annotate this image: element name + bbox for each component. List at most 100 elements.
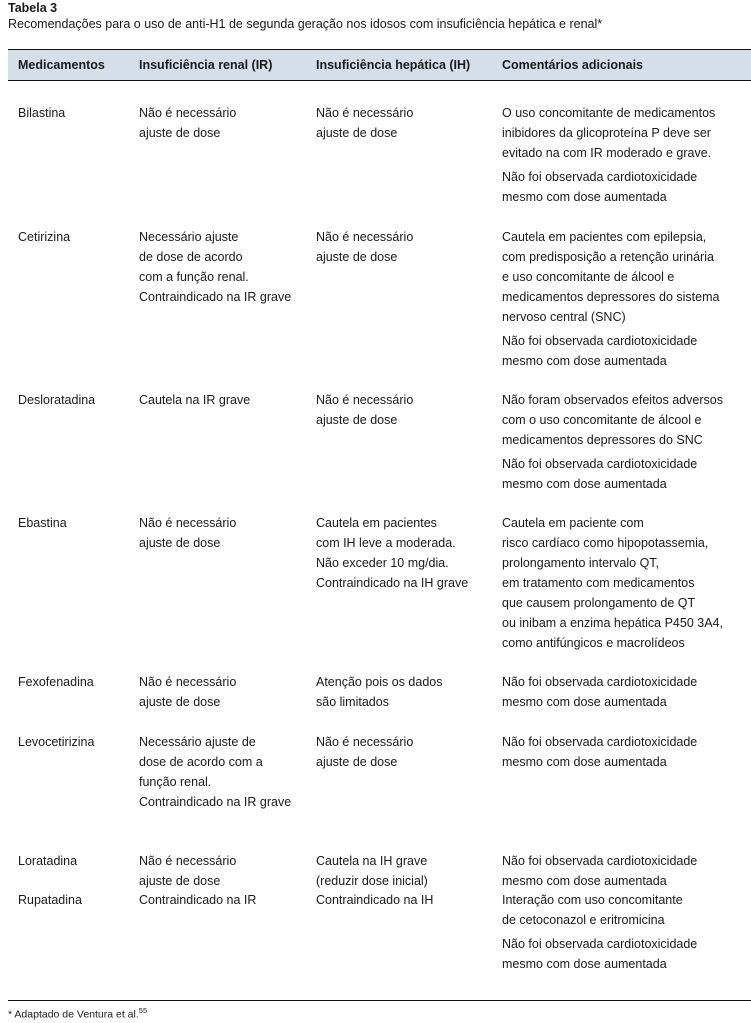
text-line: com IH leve a moderada.	[316, 536, 456, 550]
paragraph: Necessário ajuste de dose de acordo com a…	[139, 732, 291, 812]
renal-cell: Não é necessário ajuste de dose	[139, 103, 236, 147]
header-medicamentos: Medicamentos	[18, 58, 105, 72]
paragraph: Não foi observada cardiotoxicidade mesmo …	[502, 454, 723, 494]
paragraph: Cautela em pacientes com epilepsia, com p…	[502, 227, 719, 327]
text-line: mesmo com dose aumentada	[502, 354, 667, 368]
footnote-ref: 55	[138, 1006, 148, 1015]
text-line: dose de acordo com a	[139, 755, 263, 769]
renal-cell: Não é necessário ajuste de dose	[139, 672, 236, 716]
renal-cell: Cautela na IR grave	[139, 390, 250, 414]
paragraph: Cautela em paciente com risco cardíaco co…	[502, 513, 723, 653]
text-line: Contraindicado na IR	[139, 893, 257, 907]
paragraph: Não foi observada cardiotoxicidade mesmo …	[502, 331, 719, 371]
text-line: Não é necessário	[316, 106, 414, 120]
hepatic-cell: Cautela em pacientes com IH leve a modera…	[316, 513, 468, 597]
paragraph: Não foram observados efeitos adversos com…	[502, 390, 723, 450]
text-line: Não foi observada cardiotoxicidade	[502, 675, 698, 689]
text-line: mesmo com dose aumentada	[502, 190, 667, 204]
text-line: Cautela em pacientes	[316, 516, 437, 530]
hepatic-cell: Não é necessário ajuste de dose	[316, 103, 413, 147]
text-line: com a função renal.	[139, 270, 249, 284]
text-line: Não exceder 10 mg/dia.	[316, 556, 449, 570]
drug-name: Rupatadina	[18, 893, 82, 907]
paragraph: Cautela na IR grave	[139, 390, 250, 410]
footnote-text: * Adaptado de Ventura et al.	[8, 1008, 139, 1021]
comments-cell: Cautela em paciente com risco cardíaco co…	[502, 513, 723, 657]
paragraph: Não foi observada cardiotoxicidade mesmo …	[502, 167, 715, 207]
text-line: ajuste de dose	[139, 126, 221, 140]
paragraph: Não foi observada cardiotoxicidade mesmo …	[502, 851, 697, 891]
text-line: Não foi observada cardiotoxicidade	[502, 937, 698, 951]
drug-name: Desloratadina	[18, 393, 96, 407]
comments-cell: Não foram observados efeitos adversos com…	[502, 390, 723, 498]
text-line: Não foi observada cardiotoxicidade	[502, 457, 698, 471]
text-line: Não é necessário	[139, 675, 237, 689]
text-line: Não foi observada cardiotoxicidade	[502, 735, 698, 749]
comments-cell: O uso concomitante de medicamentos inibid…	[502, 103, 715, 211]
text-line: medicamentos depressores do sistema	[502, 290, 720, 304]
hepatic-cell: Atenção pois os dados são limitados	[316, 672, 442, 716]
text-line: Atenção pois os dados	[316, 675, 443, 689]
text-line: Necessário ajuste	[139, 230, 239, 244]
text-line: de dose de acordo	[139, 250, 243, 264]
hepatic-cell: Não é necessário ajuste de dose	[316, 227, 413, 271]
paragraph: Necessário ajuste de dose de acordo com a …	[139, 227, 291, 307]
paragraph: Cautela na IH grave (reduzir dose inicial…	[316, 851, 428, 891]
text-line: mesmo com dose aumentada	[502, 957, 667, 971]
paragraph: Não é necessário ajuste de dose	[316, 390, 413, 430]
paragraph: Contraindicado na IR	[139, 890, 256, 910]
header-comments: Comentários adicionais	[502, 58, 644, 72]
text-line: Cautela em paciente com	[502, 516, 644, 530]
text-line: Interação com uso concomitante	[502, 893, 683, 907]
paragraph: Não foi observada cardiotoxicidade mesmo …	[502, 732, 697, 772]
drug-name: Loratadina	[18, 854, 78, 868]
drug-name: Cetirizina	[18, 230, 71, 244]
text-line: risco cardíaco como hipopotassemia,	[502, 536, 709, 550]
text-line: Não foi observada cardiotoxicidade	[502, 854, 698, 868]
text-line: Contraindicado na IR grave	[139, 290, 292, 304]
paragraph: Atenção pois os dados são limitados	[316, 672, 442, 712]
comments-cell: Não foi observada cardiotoxicidade mesmo …	[502, 672, 697, 716]
text-line: como antifúngicos e macrolídeos	[502, 636, 685, 650]
hepatic-cell: Não é necessário ajuste de dose	[316, 732, 413, 776]
text-line: evitado na com IR moderado e grave.	[502, 146, 712, 160]
footnote: * Adaptado de Ventura et al.55	[8, 1006, 147, 1021]
paragraph: Não é necessário ajuste de dose	[316, 103, 413, 143]
comments-cell: Interação com uso concomitante de cetocon…	[502, 890, 697, 978]
text-line: Contraindicado na IH grave	[316, 576, 469, 590]
paragraph: Não é necessário ajuste de dose	[139, 672, 236, 712]
text-line: e uso concomitante de álcool e	[502, 270, 675, 284]
text-line: (reduzir dose inicial)	[316, 874, 428, 888]
text-line: Não é necessário	[316, 735, 414, 749]
text-line: ajuste de dose	[139, 695, 221, 709]
paragraph: Não é necessário ajuste de dose	[139, 103, 236, 143]
table-title: Tabela 3	[8, 1, 58, 15]
text-line: mesmo com dose aumentada	[502, 755, 667, 769]
footnote-divider	[8, 1000, 751, 1001]
table-header: Medicamentos Insuficiência renal (IR) In…	[8, 49, 751, 81]
comments-cell: Não foi observada cardiotoxicidade mesmo …	[502, 732, 697, 776]
text-line: Não foi observada cardiotoxicidade	[502, 334, 698, 348]
text-line: Contraindicado na IR grave	[139, 795, 292, 809]
paragraph: Não foi observada cardiotoxicidade mesmo …	[502, 934, 697, 974]
header-hepatic: Insuficiência hepática (IH)	[316, 58, 471, 72]
renal-cell: Contraindicado na IR	[139, 890, 256, 914]
text-line: mesmo com dose aumentada	[502, 477, 667, 491]
text-line: Cautela na IR grave	[139, 393, 251, 407]
paragraph: O uso concomitante de medicamentos inibid…	[502, 103, 715, 163]
paragraph: Interação com uso concomitante de cetocon…	[502, 890, 697, 930]
text-line: Necessário ajuste de	[139, 735, 256, 749]
hepatic-cell: Contraindicado na IH	[316, 890, 433, 914]
paragraph: Cautela em pacientes com IH leve a modera…	[316, 513, 468, 593]
drug-name: Ebastina	[18, 516, 67, 530]
text-line: ou inibam a enzima hepática P450 3A4,	[502, 616, 723, 630]
text-line: ajuste de dose	[316, 413, 398, 427]
comments-cell: Cautela em pacientes com epilepsia, com p…	[502, 227, 719, 375]
comments-cell: Não foi observada cardiotoxicidade mesmo …	[502, 851, 697, 895]
paragraph: Não é necessário ajuste de dose	[316, 732, 413, 772]
text-line: Não foi observada cardiotoxicidade	[502, 170, 698, 184]
text-line: mesmo com dose aumentada	[502, 695, 667, 709]
text-line: mesmo com dose aumentada	[502, 874, 667, 888]
text-line: função renal.	[139, 775, 212, 789]
header-renal: Insuficiência renal (IR)	[139, 58, 273, 72]
